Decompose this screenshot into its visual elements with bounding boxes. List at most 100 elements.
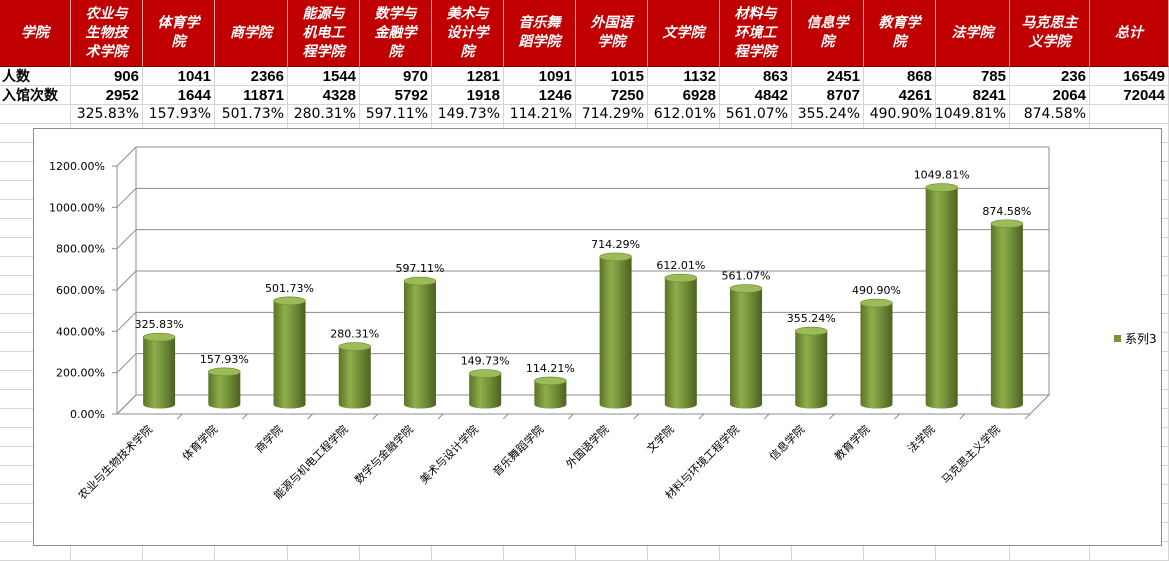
side-gridline xyxy=(116,229,137,250)
table-header-cell[interactable]: 文学院 xyxy=(648,0,720,67)
bar-cap xyxy=(599,252,632,262)
bar-cap xyxy=(273,296,306,306)
table-cell[interactable]: 280.31% xyxy=(288,105,360,124)
table-cell[interactable]: 4842 xyxy=(720,86,792,105)
table-header-cell[interactable]: 材料与 环境工 程学院 xyxy=(720,0,792,67)
table-header-cell[interactable]: 农业与 生物技 术学院 xyxy=(71,0,143,67)
bar-cylinder xyxy=(860,303,893,409)
table-header-cell[interactable]: 数学与 金融学院 xyxy=(360,0,432,67)
row-label-cell[interactable]: 人数 xyxy=(0,67,71,86)
table-header-cell[interactable]: 法学院 xyxy=(936,0,1010,67)
x-category-label: 法学院 xyxy=(904,422,937,455)
data-label: 612.01% xyxy=(656,259,705,272)
table-cell[interactable]: 6928 xyxy=(648,86,720,105)
table-cell[interactable]: 714.29% xyxy=(576,105,648,124)
table-cell[interactable]: 2451 xyxy=(792,67,864,86)
header-line: 生物技 xyxy=(85,24,128,41)
table-header-cell[interactable]: 总计 xyxy=(1090,0,1169,67)
table-header-cell[interactable]: 马克思主 义学院 xyxy=(1010,0,1090,67)
table-cell[interactable]: 4328 xyxy=(288,86,360,105)
chart-area[interactable] xyxy=(33,128,1162,546)
table-cell[interactable]: 5792 xyxy=(360,86,432,105)
x-tick-mark xyxy=(437,413,444,420)
table-cell[interactable]: 597.11% xyxy=(360,105,432,124)
table-cell[interactable]: 114.21% xyxy=(504,105,576,124)
x-tick-mark xyxy=(763,413,770,420)
bar-cylinder xyxy=(338,346,371,409)
x-tick-mark xyxy=(1024,413,1031,420)
table-cell[interactable]: 355.24% xyxy=(792,105,864,124)
table-cell[interactable]: 8241 xyxy=(936,86,1010,105)
table-header-cell[interactable]: 商学院 xyxy=(215,0,288,67)
table-cell[interactable]: 1049.81% xyxy=(936,105,1010,124)
table-cell[interactable]: 874.58% xyxy=(1010,105,1090,124)
header-line: 机电工 xyxy=(302,24,345,41)
x-tick-mark xyxy=(568,413,574,420)
side-gridline xyxy=(116,311,137,332)
table-cell[interactable]: 2366 xyxy=(215,67,288,86)
table-header-cell[interactable]: 音乐舞 蹈学院 xyxy=(504,0,576,67)
data-label: 1049.81% xyxy=(914,169,970,182)
data-label: 561.07% xyxy=(722,270,771,283)
table-cell[interactable]: 149.73% xyxy=(432,105,504,124)
header-line: 程学院 xyxy=(734,43,777,60)
table-cell[interactable]: 868 xyxy=(864,67,936,86)
x-category-label: 文学院 xyxy=(643,422,676,455)
table-header-cell[interactable]: 学院 xyxy=(0,0,71,67)
table-header-cell[interactable]: 教育学院 xyxy=(864,0,936,67)
table-cell[interactable]: 325.83% xyxy=(71,105,143,124)
header-line: 学院 xyxy=(597,34,626,50)
y-tick-label: 400.00% xyxy=(56,325,105,338)
header-line: 总计 xyxy=(1115,24,1143,41)
table-cell[interactable]: 1041 xyxy=(143,67,215,86)
table-header-cell[interactable]: 信息学院 xyxy=(792,0,864,67)
table-cell[interactable]: 157.93% xyxy=(143,105,215,124)
bar-cap xyxy=(860,298,893,308)
table-cell[interactable]: 1544 xyxy=(288,67,360,86)
table-cell[interactable]: 4261 xyxy=(864,86,936,105)
table-header-cell[interactable]: 体育学院 xyxy=(143,0,215,67)
table-cell[interactable]: 863 xyxy=(720,67,792,86)
table-cell[interactable]: 1281 xyxy=(432,67,504,86)
table-cell[interactable]: 236 xyxy=(1010,67,1090,86)
table-header-cell[interactable]: 美术与 设计学院 xyxy=(432,0,504,67)
x-category-label: 商学院 xyxy=(252,422,285,455)
header-line: 商学院 xyxy=(230,24,272,41)
table-header-cell[interactable]: 外国语 学院 xyxy=(576,0,648,67)
table-cell[interactable]: 785 xyxy=(936,67,1010,86)
table-cell[interactable]: 490.90% xyxy=(864,105,936,124)
table-cell[interactable]: 970 xyxy=(360,67,432,86)
header-line: 马克思主 xyxy=(1021,15,1078,31)
row-label-cell[interactable] xyxy=(0,105,71,124)
table-cell[interactable]: 1132 xyxy=(648,67,720,86)
bar-cap xyxy=(664,273,698,283)
bar-cylinder xyxy=(208,371,241,409)
header-line: 蹈学院 xyxy=(518,34,561,50)
table-cell[interactable]: 501.73% xyxy=(215,105,288,124)
bar-cap xyxy=(468,369,502,378)
table-cell[interactable]: 11871 xyxy=(215,86,288,105)
table-cell[interactable]: 7250 xyxy=(576,86,648,105)
legend-swatch-icon xyxy=(1114,335,1121,342)
table-cell[interactable]: 1015 xyxy=(576,67,648,86)
table-cell[interactable]: 2952 xyxy=(71,86,143,105)
table-cell[interactable]: 1644 xyxy=(143,86,215,105)
table-header-cell[interactable]: 能源与 机电工 程学院 xyxy=(288,0,360,67)
x-category-label: 美术与设计学院 xyxy=(417,422,481,486)
table-cell[interactable]: 8707 xyxy=(792,86,864,105)
x-category-label: 数学与金融学院 xyxy=(351,422,415,486)
table-cell[interactable]: 2064 xyxy=(1010,86,1090,105)
table-cell[interactable]: 1918 xyxy=(432,86,504,105)
side-gridline xyxy=(116,187,137,208)
header-line: 教育学 xyxy=(878,15,921,31)
table-cell[interactable]: 561.07% xyxy=(720,105,792,124)
header-line: 音乐舞 xyxy=(518,15,561,31)
header-line: 外国语 xyxy=(590,15,633,31)
table-cell[interactable]: 1246 xyxy=(504,86,576,105)
bar-cap xyxy=(794,326,828,336)
row-label-cell[interactable]: 入馆次数 xyxy=(0,86,71,105)
table-cell[interactable]: 1091 xyxy=(504,67,576,86)
table-cell[interactable]: 906 xyxy=(71,67,143,86)
header-line: 院 xyxy=(388,43,403,60)
table-cell[interactable]: 612.01% xyxy=(648,105,720,124)
